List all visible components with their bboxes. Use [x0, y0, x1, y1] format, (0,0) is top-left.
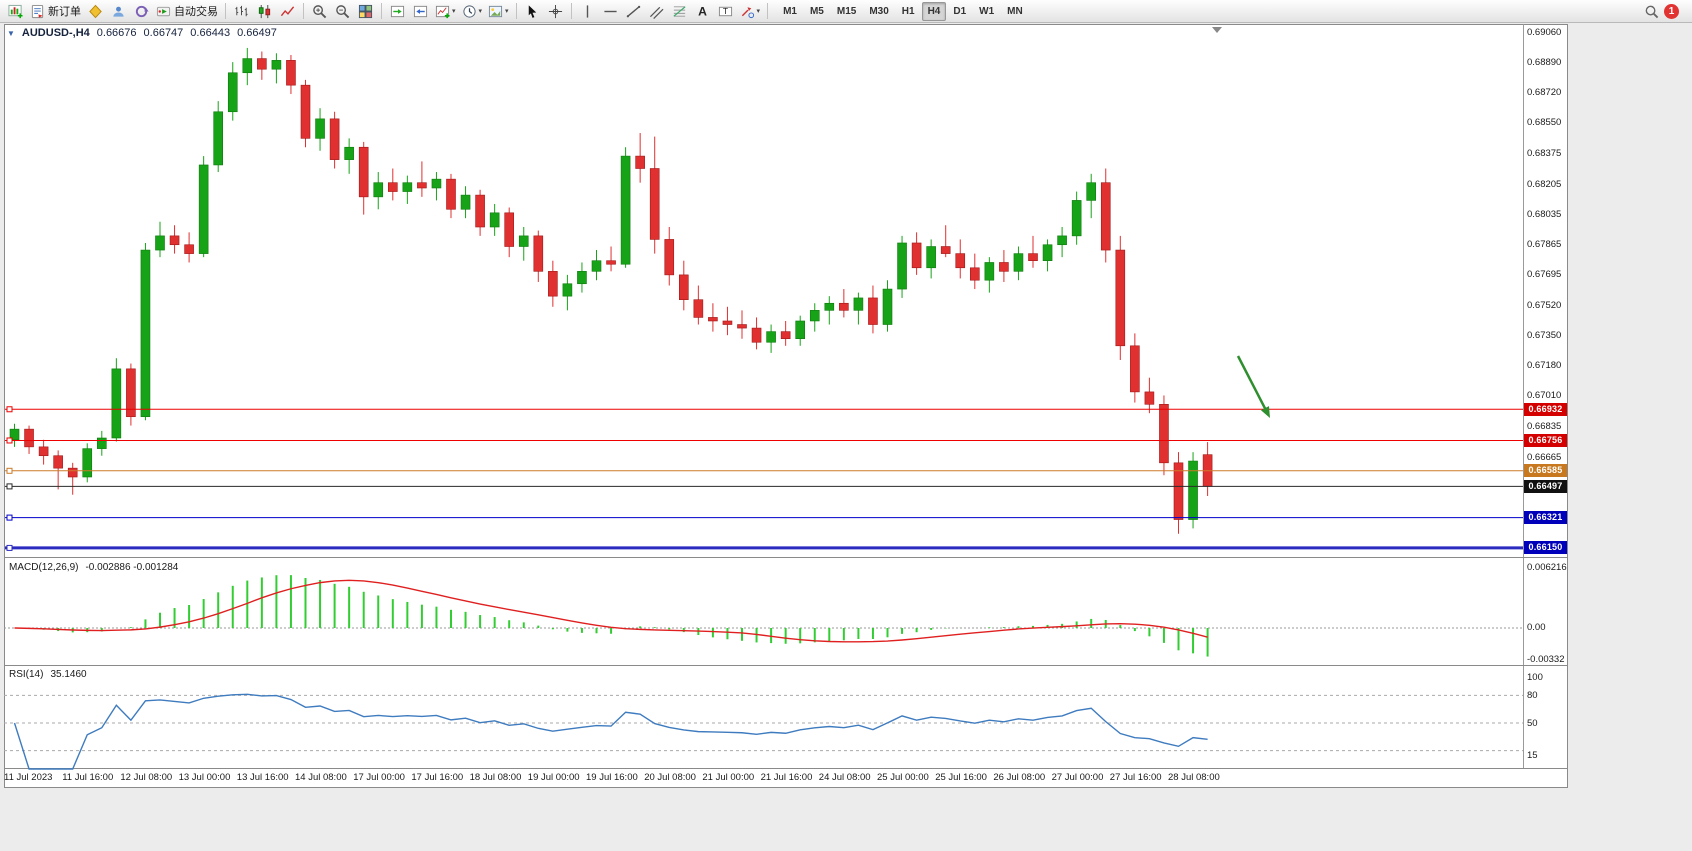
search-icon: [1645, 5, 1659, 18]
search-button[interactable]: [1641, 2, 1662, 21]
refresh-icon: [135, 5, 149, 17]
graphical-objects-icon: [741, 6, 754, 18]
line-handle[interactable]: [6, 514, 13, 521]
equidistant-channel-tool-icon: [649, 6, 664, 19]
cursor-tool-button[interactable]: [522, 2, 543, 21]
line-handle[interactable]: [6, 483, 13, 490]
toolbar-separator: [381, 3, 382, 19]
fibonacci-tool-icon: [673, 5, 686, 17]
timeframe-m1[interactable]: M1: [783, 5, 797, 17]
line-chart-mode-icon: [280, 5, 295, 16]
svg-text:T: T: [722, 6, 727, 16]
vertical-line-tool-button[interactable]: [577, 2, 598, 21]
trendline-tool-button[interactable]: [623, 2, 644, 21]
profiles-button[interactable]: [108, 2, 129, 21]
notifications-badge[interactable]: 1: [1664, 3, 1679, 19]
text-tool-button[interactable]: A: [692, 2, 713, 21]
templates-icon: [488, 5, 503, 17]
periods-button[interactable]: ▾: [460, 2, 485, 21]
macd-histogram: [28, 575, 1209, 657]
templates-button[interactable]: ▾: [486, 2, 511, 21]
zoom-out-button[interactable]: [332, 2, 353, 21]
chart-shift-button[interactable]: [410, 2, 431, 21]
toolbar-separator: [767, 3, 769, 19]
market-button[interactable]: [85, 2, 106, 21]
cursor-tool-icon: [528, 4, 536, 18]
dropdown-arrow-icon[interactable]: ▾: [452, 8, 456, 15]
zoom-out-icon: [336, 4, 350, 18]
new-chart-icon: [8, 4, 23, 18]
dropdown-arrow-icon[interactable]: ▾: [505, 8, 509, 15]
tile-windows-icon: [358, 4, 373, 18]
timeframe-m5[interactable]: M5: [809, 5, 824, 17]
line-handle[interactable]: [6, 467, 13, 474]
market-icon: [89, 4, 102, 18]
timeframe-d1[interactable]: D1: [953, 5, 967, 17]
crosshair-tool-icon: [548, 4, 562, 18]
vertical-line-tool-icon: [586, 4, 588, 18]
bar-chart-mode-icon: [235, 5, 248, 16]
text-label-tool-icon: T: [718, 6, 732, 16]
trendline-tool-icon: [626, 5, 640, 17]
arrow-annotation-head: [1260, 406, 1270, 418]
new-order-icon: [31, 4, 44, 18]
new-order-button[interactable]: 新订单: [28, 2, 83, 21]
fibonacci-tool-button[interactable]: [669, 2, 690, 21]
timeframe-m30[interactable]: M30: [869, 5, 889, 17]
timeframe-h4[interactable]: H4: [921, 1, 947, 21]
dropdown-arrow-icon[interactable]: ▾: [478, 8, 483, 15]
autotrading-label: 自动交易: [174, 6, 218, 18]
timeframe-m15[interactable]: M15: [836, 5, 857, 17]
profiles-icon: [113, 6, 124, 17]
text-label-tool-button[interactable]: T: [715, 2, 736, 21]
line-handle[interactable]: [6, 437, 13, 444]
bar-chart-mode-button[interactable]: [231, 2, 252, 21]
graphical-objects-button[interactable]: ▾: [738, 2, 763, 21]
indicators-list-icon: [435, 5, 450, 18]
auto-scroll-icon: [390, 5, 405, 17]
timeframe-group: M1 M5 M15 M30 H1 H4 D1 W1 MN: [777, 1, 1029, 21]
new-order-label: 新订单: [48, 6, 81, 18]
new-chart-button[interactable]: [5, 2, 26, 21]
periods-icon: [462, 4, 476, 18]
indicators-list-button[interactable]: ▾: [433, 2, 458, 21]
crosshair-tool-button[interactable]: [545, 2, 566, 21]
candlestick-mode-button[interactable]: [254, 2, 275, 21]
horizontal-line-tool-button[interactable]: [600, 2, 621, 21]
toolbar-separator: [225, 3, 226, 19]
chart-shift-marker: [1212, 27, 1222, 33]
zoom-in-icon: [313, 4, 327, 18]
line-handle[interactable]: [6, 406, 13, 413]
autotrading-icon: [156, 6, 171, 16]
line-handle[interactable]: [6, 544, 13, 551]
zoom-in-button[interactable]: [309, 2, 330, 21]
svg-text:A: A: [698, 4, 707, 18]
line-chart-mode-button[interactable]: [277, 2, 298, 21]
dropdown-arrow-icon[interactable]: ▾: [756, 8, 761, 15]
chart-shift-icon: [413, 5, 428, 17]
toolbar-separator: [515, 3, 517, 19]
horizontal-line-tool-icon: [603, 10, 617, 12]
refresh-button[interactable]: [131, 2, 152, 21]
autotrading-button[interactable]: 自动交易: [154, 2, 220, 21]
main-toolbar: 新订单 自动交易 ▾ ▾ ▾ A T ▾ M1 M5 M15 M30 H1 H4 D1 W1 MN 1: [0, 0, 1692, 23]
toolbar-separator: [570, 3, 572, 19]
text-tool-icon: A: [698, 4, 707, 18]
candlestick-series: [9, 47, 1213, 534]
macd-signal-line: [14, 579, 1208, 643]
candlestick-mode-icon: [258, 4, 271, 18]
arrow-annotation[interactable]: [1236, 355, 1268, 412]
toolbar-separator: [303, 3, 304, 19]
timeframe-w1[interactable]: W1: [979, 5, 995, 17]
timeframe-h1[interactable]: H1: [901, 5, 915, 17]
equidistant-channel-tool-button[interactable]: [646, 2, 667, 21]
rsi-line: [13, 693, 1208, 770]
tile-windows-button[interactable]: [355, 2, 376, 21]
auto-scroll-button[interactable]: [387, 2, 408, 21]
timeframe-mn[interactable]: MN: [1007, 5, 1023, 17]
